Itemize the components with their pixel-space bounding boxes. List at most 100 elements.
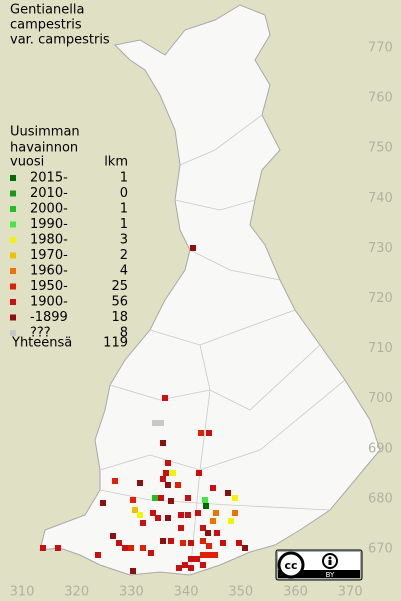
x-coordinate-label: 340 [174,585,199,600]
observation-square [178,525,184,531]
observation-square [132,507,138,513]
y-coordinate-label: 770 [368,41,393,56]
legend-label: 1980- [30,233,68,248]
observation-square [137,512,143,518]
observation-square [158,420,164,426]
observation-square [110,533,116,539]
legend-count: 1 [120,217,128,232]
observation-square [100,500,106,506]
observation-square [158,495,164,501]
observation-square [155,515,161,521]
y-coordinate-label: 680 [368,491,393,506]
observation-square [210,485,216,491]
observation-square [236,540,242,546]
legend-label: 2000- [30,202,68,217]
observation-square [203,503,209,509]
observation-square [196,470,202,476]
observation-square [150,510,156,516]
legend-header: vuosi [10,155,44,170]
legend-count: 3 [120,233,128,248]
observation-square [200,525,206,531]
y-coordinate-label: 710 [368,341,393,356]
observation-square [168,498,174,504]
legend-swatch [10,268,16,274]
x-coordinate-label: 330 [119,585,144,600]
legend-swatch [10,221,16,228]
title-line: var. campestris [10,33,110,48]
observation-square [160,476,166,482]
legend-count: 56 [111,295,128,310]
y-coordinate-label: 750 [368,141,393,156]
legend-count: 1 [120,202,128,217]
by-text: BY [326,571,335,579]
legend-swatch [10,299,16,305]
x-coordinate-label: 320 [64,585,89,600]
observation-square [95,552,101,558]
observation-square [242,545,248,551]
observation-square [130,497,136,503]
observation-square [112,478,118,484]
legend-label: ??? [30,326,51,341]
legend-count: 0 [120,186,128,201]
y-coordinate-label: 760 [368,91,393,106]
legend-swatch [10,190,16,197]
observation-square [140,520,146,526]
observation-square [148,550,154,556]
y-coordinate-label: 740 [368,191,393,206]
legend-swatch [10,330,16,336]
legend-header: Uusimman [10,125,80,140]
y-coordinate-label: 690 [368,441,393,456]
observation-square [160,538,166,544]
observation-square [140,545,146,551]
observation-square [40,545,46,551]
legend-label: 2010- [30,186,68,201]
observation-square [214,530,220,536]
observation-square [205,530,211,536]
observation-square [206,552,212,558]
observation-square [190,245,196,251]
license-badge: cc BY [275,549,363,581]
x-coordinate-label: 310 [10,585,35,600]
legend-swatch [10,314,16,321]
observation-square [168,538,174,544]
legend-label: 2015- [30,171,68,186]
observation-square [200,538,206,544]
observation-square [220,540,226,546]
observation-square [228,518,234,524]
observation-square [195,510,201,516]
legend-label: 1990- [30,217,68,232]
legend-count: 8 [120,326,128,341]
observation-square [160,440,166,446]
observation-square [152,495,158,501]
legend-count: 2 [120,248,128,263]
x-coordinate-label: 360 [283,585,308,600]
legend-count: 1 [120,171,128,186]
observation-square [200,552,206,558]
observation-square [212,552,218,558]
observation-square [198,430,204,436]
observation-square [178,512,184,518]
total-count: 119 [103,336,128,351]
legend-swatch [10,283,16,290]
legend-count: 18 [111,310,128,325]
observation-square [130,568,136,574]
y-coordinate-label: 670 [368,542,393,557]
x-coordinate-label: 350 [228,585,253,600]
legend-swatch [10,206,16,212]
legend-swatch [10,237,16,243]
observation-square [194,556,200,562]
legend-swatch [10,252,16,259]
observation-square [176,565,182,571]
total-label: Yhteensä [11,336,72,351]
y-coordinate-label: 720 [368,291,393,306]
legend-label: 1900- [30,295,68,310]
observation-square [213,510,219,516]
y-coordinate-label: 700 [368,391,393,406]
title-line: campestris [10,18,82,33]
observation-square [206,430,212,436]
observation-square [188,540,194,546]
legend-label: 1950- [30,279,68,294]
cc-text: cc [284,559,297,572]
